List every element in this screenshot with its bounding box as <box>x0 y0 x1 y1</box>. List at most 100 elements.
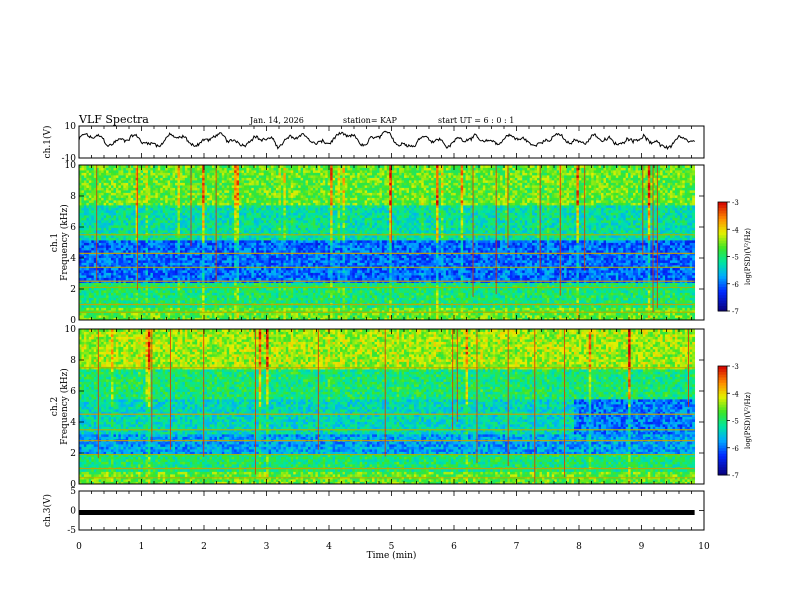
ch2_spectrogram-colorbar-segment <box>718 374 727 378</box>
ch2_spectrogram-colorbar-segment <box>718 393 727 397</box>
ch1_spectrogram-colorbar-segment <box>718 202 727 206</box>
x-tick-label: 9 <box>639 542 645 552</box>
ch2_spectrogram-colorbar-tick-label: -4 <box>732 390 739 398</box>
ch2_spectrogram-colorbar-segment <box>718 445 727 449</box>
ch1_spectrogram-colorbar-segment <box>718 281 727 285</box>
ch1_spectrogram-colorbar-segment <box>718 256 727 260</box>
ch1_spectrogram-colorbar-segment <box>718 297 727 301</box>
ch2_spectrogram-colorbar-segment <box>718 464 727 468</box>
ch1-ytick-label: -10 <box>62 154 77 164</box>
chart-title: VLF Spectra <box>79 113 149 126</box>
ch1_spectrogram-colorbar-segment <box>718 294 727 298</box>
ch3-ytick-label: -5 <box>67 526 76 536</box>
ch2_spectrogram-colorbar-segment <box>718 417 727 421</box>
ch1_spectrogram-colorbar-segment <box>718 270 727 274</box>
ch1_spectrogram-colorbar-segment <box>718 237 727 241</box>
ch2_spectrogram-colorbar-segment <box>718 390 727 394</box>
x-tick-label: 2 <box>201 542 207 552</box>
ch2_spectrogram-colorbar-segment <box>718 387 727 392</box>
ch2_spectrogram-colorbar-tick-label: -7 <box>732 472 739 480</box>
x-axis-label: Time (min) <box>367 550 417 561</box>
ch2_spectrogram-colorbar-segment <box>718 466 727 471</box>
ch2_spectrogram-colorbar-segment <box>718 385 727 389</box>
ch1_spectrogram-colorbar-segment <box>718 242 727 247</box>
ch1_spectrogram-colorbar-segment <box>718 212 727 217</box>
ch1_spectrogram-colorbar-segment <box>718 272 727 277</box>
ch2_spectrogram-colorbar-segment <box>718 379 727 383</box>
ch2_spectrogram-colorbar-segment <box>718 398 727 402</box>
ch2_spectrogram-image <box>79 329 696 485</box>
ch2_spectrogram-colorbar-segment <box>718 371 727 375</box>
ch1-ytick-label: 10 <box>65 122 77 132</box>
ch1_spectrogram-ytick-label: 0 <box>70 316 76 326</box>
ch1_spectrogram-colorbar-segment <box>718 221 727 225</box>
ch2_spectrogram-colorbar-tick-label: -5 <box>732 418 739 426</box>
ch1_spectrogram-colorbar-tick-label: -4 <box>732 226 739 234</box>
ch1_spectrogram-ytick-label: 10 <box>65 161 77 171</box>
ch1_spectrogram-colorbar-segment <box>718 229 727 233</box>
x-tick-label: 7 <box>514 542 520 552</box>
ch1_spectrogram-colorbar-segment <box>718 286 727 290</box>
ch1_spectrogram-image <box>79 165 696 321</box>
x-tick-label: 10 <box>698 542 710 552</box>
ch2_spectrogram-colorbar-segment <box>718 409 727 413</box>
ch2_spectrogram-colorbar-segment <box>718 442 727 446</box>
ch2_spectrogram-ytick-label: 0 <box>70 480 76 490</box>
ch2_spectrogram-colorbar-segment <box>718 450 727 454</box>
ch1_spectrogram-ytick-label: 6 <box>70 223 76 233</box>
ch2_spectrogram-colorbar-segment <box>718 428 727 432</box>
ch2_spectrogram-colorbar-segment <box>718 472 727 476</box>
date-label: Jan. 14, 2026 <box>250 116 304 125</box>
ch2_spectrogram-colorbar-segment <box>718 368 727 372</box>
ch2_spectrogram-colorbar-tick-label: -6 <box>732 445 739 453</box>
ch2_spectrogram-colorbar-segment <box>718 376 727 381</box>
ch2_spectrogram-colorbar-segment <box>718 439 727 443</box>
ch2_spectrogram-colorbar-segment <box>718 406 727 411</box>
ch2_spectrogram-colorbar-segment <box>718 436 727 441</box>
ch2_spectrogram-colorbar-segment <box>718 412 727 416</box>
ch2_spectrogram-colorbar-segment <box>718 395 727 400</box>
ch2_spectrogram-colorbar-segment <box>718 431 727 435</box>
ch1_spectrogram-colorbar-segment <box>718 231 727 236</box>
ch2_spectrogram-colorbar-segment <box>718 425 727 430</box>
ch1_spectrogram-colorbar-segment <box>718 264 727 268</box>
ch2_spectrogram-colorbar-segment <box>718 461 727 465</box>
ch1_spectrogram-colorbar-segment <box>718 291 727 296</box>
ch1_spectrogram-ytick-label: 2 <box>70 285 76 295</box>
ch1_spectrogram-colorbar-segment <box>718 267 727 271</box>
ch1_spectrogram-colorbar-segment <box>718 300 727 304</box>
ch1_spectrogram-colorbar-segment <box>718 204 727 208</box>
x-tick-label: 5 <box>389 542 395 552</box>
ch2_spectrogram-channel-label: ch.2 <box>50 397 60 416</box>
ch2_spectrogram-colorbar-segment <box>718 458 727 462</box>
ch2_spectrogram-ytick-label: 4 <box>70 418 76 428</box>
ch2_spectrogram-ytick-label: 2 <box>70 449 76 459</box>
ch1_spectrogram-colorbar-segment <box>718 207 727 211</box>
x-tick-label: 0 <box>76 542 82 552</box>
ch2_spectrogram-colorbar-segment <box>718 382 727 386</box>
ch1_spectrogram-colorbar-segment <box>718 251 727 255</box>
ch3-ytick-label: 0 <box>70 507 76 517</box>
ch1_spectrogram-colorbar-segment <box>718 210 727 214</box>
ch1_spectrogram-colorbar-segment <box>718 245 727 249</box>
ch2_spectrogram-ytick-label: 10 <box>65 325 77 335</box>
ch2_spectrogram-colorbar-label: log(PSD)(V²/Hz) <box>744 392 752 449</box>
ch1_spectrogram-colorbar-segment <box>718 248 727 252</box>
ch2_spectrogram-colorbar-segment <box>718 447 727 451</box>
ch1_spectrogram-channel-label: ch.1 <box>50 233 60 252</box>
ch1_spectrogram-colorbar-tick-label: -3 <box>732 199 739 207</box>
ch2_spectrogram-colorbar-segment <box>718 453 727 457</box>
ch2_spectrogram-ytick-label: 6 <box>70 387 76 397</box>
ch1-ylabel: ch.1(V) <box>42 126 53 159</box>
ch1_spectrogram-colorbar-tick-label: -5 <box>732 254 739 262</box>
ch1_spectrogram-colorbar-segment <box>718 234 727 238</box>
x-tick-label: 1 <box>139 542 145 552</box>
ch2_spectrogram-colorbar-segment <box>718 366 727 370</box>
ch2_spectrogram-colorbar-tick-label: -3 <box>732 363 739 371</box>
ch1_spectrogram-colorbar-segment <box>718 226 727 230</box>
ch1_spectrogram-colorbar-segment <box>718 305 727 309</box>
start-time-label: start UT = 6 : 0 : 1 <box>438 116 514 125</box>
ch1_spectrogram-colorbar-segment <box>718 302 727 307</box>
ch1_spectrogram-colorbar-segment <box>718 253 727 258</box>
ch3-ylabel: ch.3(V) <box>42 494 53 527</box>
